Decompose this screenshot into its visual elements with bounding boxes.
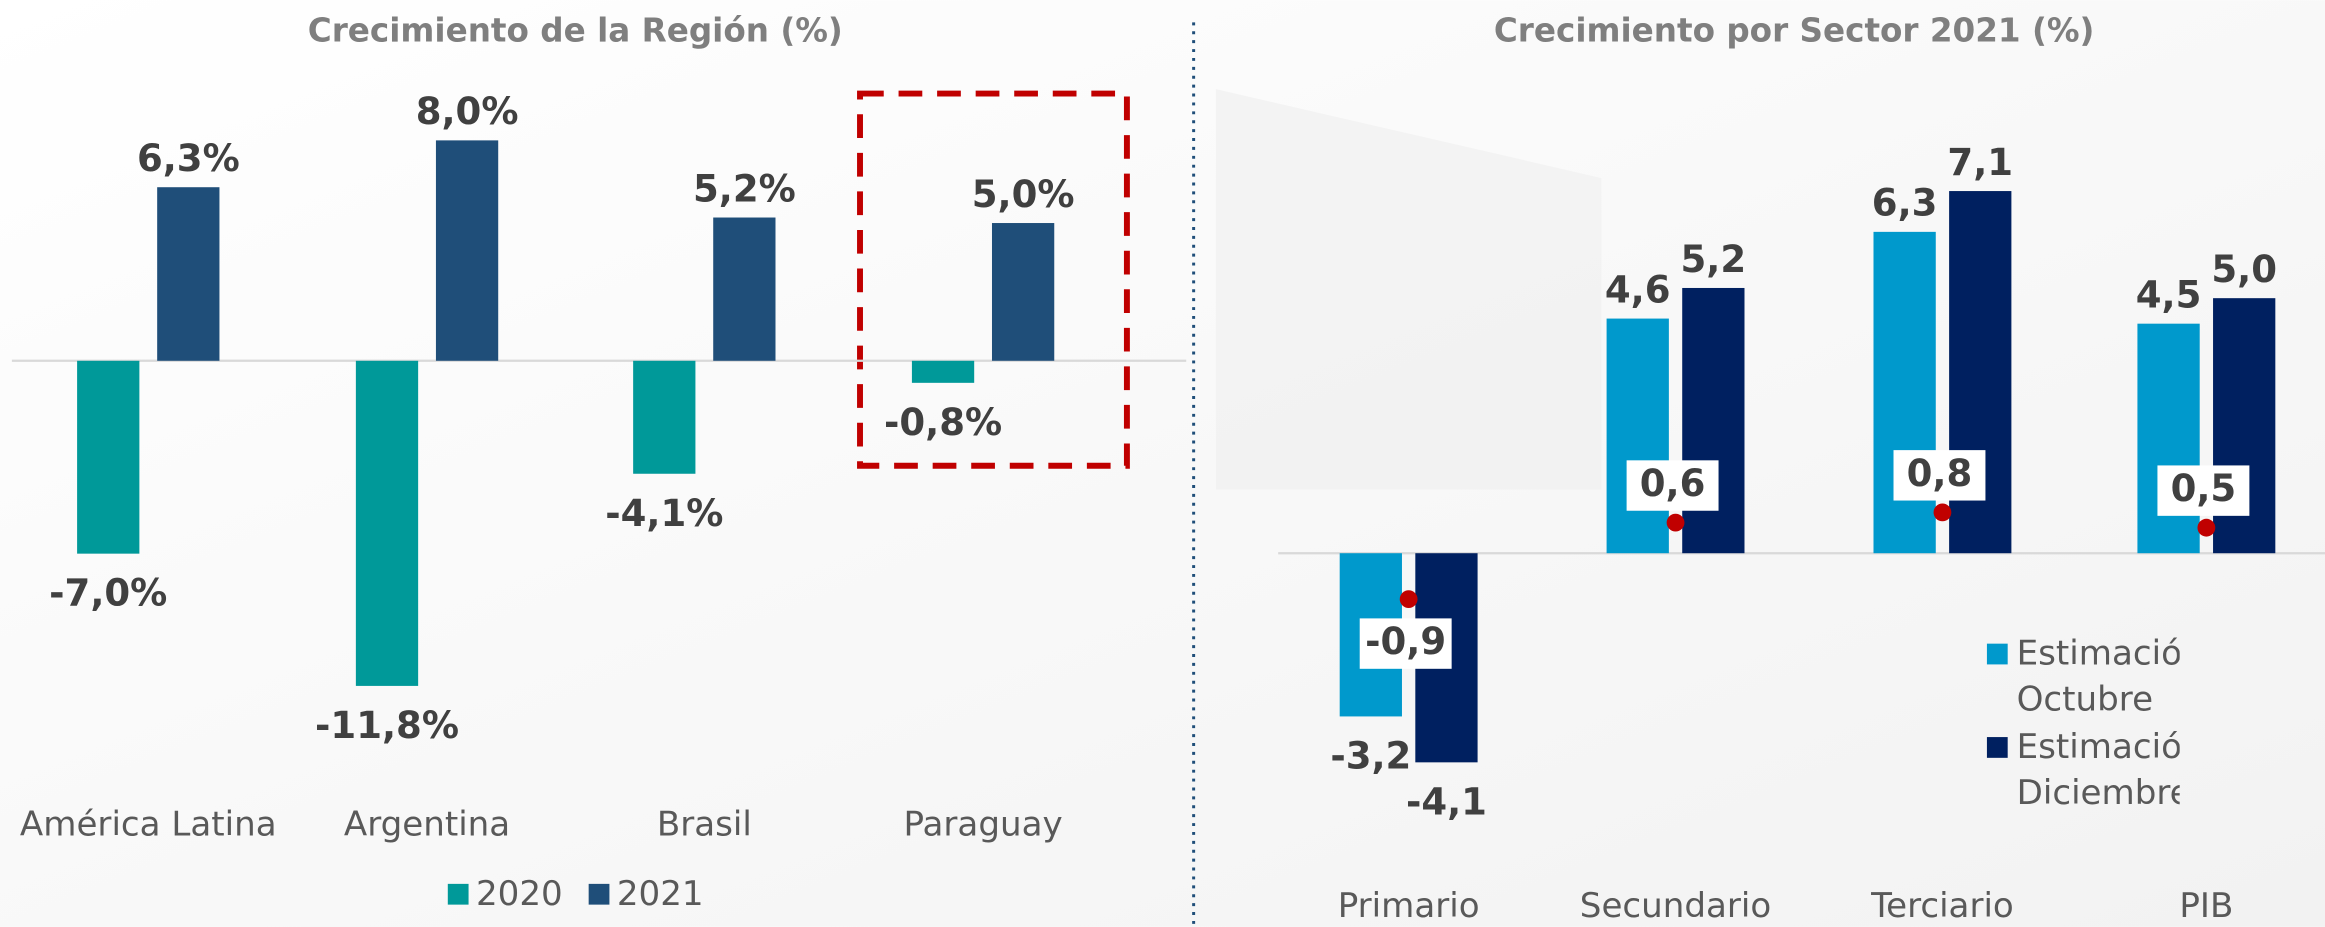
value-label: 5,0% bbox=[972, 173, 1075, 216]
x-tick-label: Primario bbox=[1338, 886, 1480, 926]
x-tick-label: Secundario bbox=[1580, 886, 1771, 926]
legend-item: Estimación Diciembre bbox=[2016, 728, 2180, 813]
legend-label: Estimación Octubre bbox=[2016, 634, 2180, 720]
x-tick-label: Argentina bbox=[344, 805, 510, 845]
x-tick-label: PIB bbox=[2179, 886, 2233, 926]
bar bbox=[713, 217, 776, 361]
bar bbox=[1606, 318, 1669, 554]
value-label: -0,8% bbox=[884, 401, 1002, 444]
bar bbox=[991, 223, 1055, 361]
x-tick-label: Brasil bbox=[657, 805, 752, 845]
bar bbox=[1873, 231, 1936, 554]
value-label: -3,2 bbox=[1330, 734, 1411, 777]
legend-item: Estimación Octubre bbox=[2016, 634, 2180, 720]
value-label: -4,1% bbox=[605, 492, 723, 535]
legend-swatch bbox=[588, 883, 610, 905]
x-tick-label: América Latina bbox=[20, 805, 277, 845]
difference-label: 0,5 bbox=[2171, 467, 2237, 510]
value-label: 5,2% bbox=[693, 167, 796, 210]
bar bbox=[911, 360, 975, 383]
difference-dot bbox=[1399, 590, 1418, 609]
difference-dot bbox=[1666, 513, 1685, 532]
value-label: -7,0% bbox=[49, 572, 167, 615]
value-label: 6,3% bbox=[137, 137, 240, 180]
legend-swatch bbox=[447, 883, 469, 905]
difference-label: -0,9 bbox=[1365, 620, 1446, 663]
bar bbox=[77, 360, 140, 554]
chart-title: Crecimiento de la Región (%) bbox=[308, 12, 843, 50]
difference-label-box bbox=[2157, 465, 2250, 516]
bar bbox=[435, 140, 499, 361]
value-label: -4,1 bbox=[1406, 780, 1487, 823]
value-label: 4,5 bbox=[2136, 273, 2202, 316]
x-tick-label: Terciario bbox=[1870, 886, 2014, 926]
value-label: 8,0% bbox=[416, 90, 519, 133]
legend-label: Estimación Diciembre bbox=[2016, 728, 2180, 813]
x-tick-label: Paraguay bbox=[904, 805, 1063, 845]
bar bbox=[1682, 287, 1745, 554]
legend-swatch bbox=[1986, 737, 2008, 758]
difference-label-box bbox=[1359, 618, 1452, 669]
difference-label-box bbox=[1893, 450, 1986, 501]
bar bbox=[355, 360, 419, 686]
legend-label: 2020 bbox=[476, 874, 563, 914]
value-label: -11,8% bbox=[315, 704, 459, 747]
value-label: 5,0 bbox=[2211, 248, 2277, 291]
difference-label-box bbox=[1626, 460, 1719, 511]
value-label: 7,1 bbox=[1947, 141, 2013, 184]
difference-label: 0,8 bbox=[1907, 452, 1973, 495]
bar bbox=[633, 360, 696, 474]
bar bbox=[2137, 323, 2200, 554]
background-building bbox=[1215, 89, 1602, 490]
legend-label: 2021 bbox=[617, 874, 704, 914]
value-label: 5,2 bbox=[1681, 238, 1747, 281]
difference-label: 0,6 bbox=[1640, 462, 1706, 505]
highlight-box bbox=[857, 90, 1130, 469]
legend-swatch bbox=[1986, 643, 2008, 665]
chart-title: Crecimiento por Sector 2021 (%) bbox=[1494, 12, 2095, 50]
difference-dot bbox=[1933, 503, 1952, 522]
value-label: 6,3 bbox=[1872, 182, 1938, 225]
bar bbox=[157, 187, 220, 361]
difference-dot bbox=[2197, 518, 2216, 537]
value-label: 4,6 bbox=[1605, 268, 1671, 311]
